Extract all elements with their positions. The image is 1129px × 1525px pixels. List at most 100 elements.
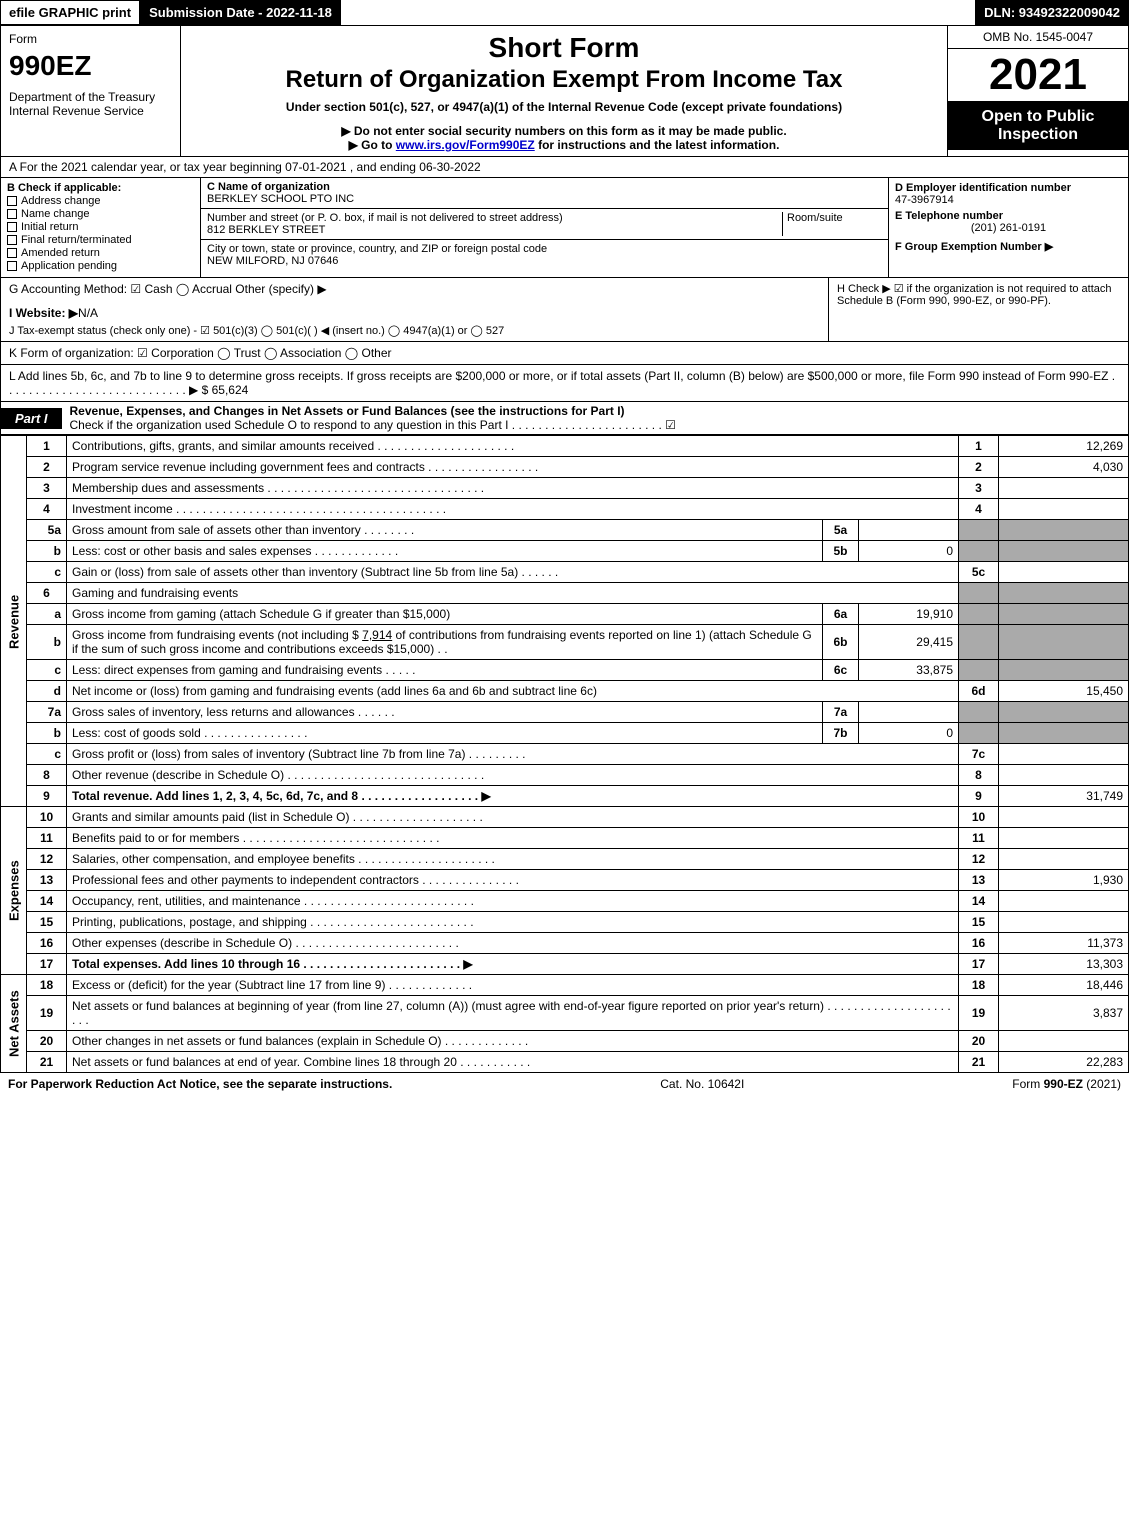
line-16: 16 Other expenses (describe in Schedule … [1, 933, 1129, 954]
telephone-value: (201) 261-0191 [895, 222, 1122, 234]
form-header: Form 990EZ Department of the Treasury In… [0, 26, 1129, 157]
section-g-h: G Accounting Method: ☑ Cash ◯ Accrual Ot… [0, 278, 1129, 342]
expenses-label: Expenses [1, 807, 27, 975]
line-4: 4 Investment income . . . . . . . . . . … [1, 499, 1129, 520]
top-bar: efile GRAPHIC print Submission Date - 20… [0, 0, 1129, 26]
dept-treasury: Department of the Treasury [9, 90, 172, 104]
line-6b: b Gross income from fundraising events (… [1, 625, 1129, 660]
line-14: 14 Occupancy, rent, utilities, and maint… [1, 891, 1129, 912]
chk-final-return[interactable]: Final return/terminated [7, 234, 194, 246]
line-8: 8 Other revenue (describe in Schedule O)… [1, 765, 1129, 786]
page-footer: For Paperwork Reduction Act Notice, see … [0, 1073, 1129, 1095]
section-h: H Check ▶ ☑ if the organization is not r… [828, 278, 1128, 341]
d-label: D Employer identification number [895, 182, 1122, 194]
form-id-block: Form 990EZ Department of the Treasury In… [1, 26, 181, 156]
line-17: 17 Total expenses. Add lines 10 through … [1, 954, 1129, 975]
gross-receipts-val: 65,624 [212, 383, 249, 397]
line-6c: c Less: direct expenses from gaming and … [1, 660, 1129, 681]
form-title-block: Short Form Return of Organization Exempt… [181, 26, 948, 156]
city-cell: City or town, state or province, country… [201, 240, 888, 270]
revenue-label: Revenue [1, 436, 27, 807]
f-label: F Group Exemption Number ▶ [895, 240, 1122, 253]
section-b-checkboxes: B Check if applicable: Address change Na… [1, 178, 201, 277]
section-k: K Form of organization: ☑ Corporation ◯ … [0, 342, 1129, 365]
line-20: 20 Other changes in net assets or fund b… [1, 1031, 1129, 1052]
line-1: Revenue 1 Contributions, gifts, grants, … [1, 436, 1129, 457]
chk-address-change[interactable]: Address change [7, 195, 194, 207]
netassets-label: Net Assets [1, 975, 27, 1073]
line-6d: d Net income or (loss) from gaming and f… [1, 681, 1129, 702]
part1-header: Part I Revenue, Expenses, and Changes in… [0, 402, 1129, 435]
section-def-block: D Employer identification number 47-3967… [888, 178, 1128, 277]
line-5c: c Gain or (loss) from sale of assets oth… [1, 562, 1129, 583]
section-b-block: B Check if applicable: Address change Na… [0, 178, 1129, 278]
c-label: C Name of organization [207, 181, 882, 193]
chk-amended-return[interactable]: Amended return [7, 247, 194, 259]
line-15: 15 Printing, publications, postage, and … [1, 912, 1129, 933]
form-meta-block: OMB No. 1545-0047 2021 Open to Public In… [948, 26, 1128, 156]
street-label: Number and street (or P. O. box, if mail… [207, 212, 782, 224]
line-2: 2 Program service revenue including gove… [1, 457, 1129, 478]
line-3: 3 Membership dues and assessments . . . … [1, 478, 1129, 499]
form-number: 990EZ [9, 50, 172, 82]
line-9: 9 Total revenue. Add lines 1, 2, 3, 4, 5… [1, 786, 1129, 807]
line-5b: b Less: cost or other basis and sales ex… [1, 541, 1129, 562]
org-name: BERKLEY SCHOOL PTO INC [207, 193, 882, 205]
dept-irs: Internal Revenue Service [9, 104, 172, 118]
form-ref: Form 990-EZ (2021) [1012, 1077, 1121, 1091]
street-cell: Number and street (or P. O. box, if mail… [201, 209, 888, 240]
ein-value: 47-3967914 [895, 194, 1122, 206]
line-13: 13 Professional fees and other payments … [1, 870, 1129, 891]
part1-tag: Part I [1, 408, 62, 429]
short-form-title: Short Form [189, 32, 939, 64]
instruction-1: ▶ Do not enter social security numbers o… [189, 124, 939, 138]
form-word: Form [9, 32, 172, 46]
e-label: E Telephone number [895, 210, 1122, 222]
line-6: 6 Gaming and fundraising events [1, 583, 1129, 604]
city-label: City or town, state or province, country… [207, 243, 882, 255]
line-6b-contrib-val: 7,914 [362, 628, 392, 642]
form990ez-link[interactable]: www.irs.gov/Form990EZ [396, 138, 535, 152]
line-11: 11 Benefits paid to or for members . . .… [1, 828, 1129, 849]
tax-year: 2021 [948, 49, 1128, 102]
section-a-taxyear: A For the 2021 calendar year, or tax yea… [0, 157, 1129, 178]
chk-initial-return[interactable]: Initial return [7, 221, 194, 233]
omb-number: OMB No. 1545-0047 [948, 26, 1128, 49]
inst2-post: for instructions and the latest informat… [535, 138, 780, 152]
line-6a: a Gross income from gaming (attach Sched… [1, 604, 1129, 625]
cat-no: Cat. No. 10642I [660, 1077, 744, 1091]
line-7a: 7a Gross sales of inventory, less return… [1, 702, 1129, 723]
section-l-text: L Add lines 5b, 6c, and 7b to line 9 to … [9, 369, 1115, 397]
open-to-public: Open to Public Inspection [948, 102, 1128, 150]
website-val: N/A [78, 306, 98, 320]
section-c-name-address: C Name of organization BERKLEY SCHOOL PT… [201, 178, 888, 277]
line-7c: c Gross profit or (loss) from sales of i… [1, 744, 1129, 765]
tax-exempt-status: J Tax-exempt status (check only one) - ☑… [9, 324, 820, 337]
schedule-table: Revenue 1 Contributions, gifts, grants, … [0, 435, 1129, 1073]
org-name-cell: C Name of organization BERKLEY SCHOOL PT… [201, 178, 888, 209]
room-suite-label: Room/suite [782, 212, 882, 236]
section-b-label: B Check if applicable: [7, 182, 194, 194]
accounting-method: G Accounting Method: ☑ Cash ◯ Accrual Ot… [9, 282, 820, 296]
line-12: 12 Salaries, other compensation, and emp… [1, 849, 1129, 870]
under-section-text: Under section 501(c), 527, or 4947(a)(1)… [189, 100, 939, 114]
inst2-pre: ▶ Go to [349, 138, 396, 152]
paperwork-notice: For Paperwork Reduction Act Notice, see … [8, 1077, 392, 1091]
efile-print-label: efile GRAPHIC print [0, 0, 140, 25]
city-val: NEW MILFORD, NJ 07646 [207, 255, 882, 267]
line-10: Expenses 10 Grants and similar amounts p… [1, 807, 1129, 828]
section-l: L Add lines 5b, 6c, and 7b to line 9 to … [0, 365, 1129, 402]
return-title: Return of Organization Exempt From Incom… [189, 66, 939, 94]
line-21: 21 Net assets or fund balances at end of… [1, 1052, 1129, 1073]
instruction-2: ▶ Go to www.irs.gov/Form990EZ for instru… [189, 138, 939, 152]
street-val: 812 BERKLEY STREET [207, 224, 782, 236]
part1-title: Revenue, Expenses, and Changes in Net As… [62, 402, 1128, 434]
submission-date: Submission Date - 2022-11-18 [140, 0, 341, 25]
dln-label: DLN: 93492322009042 [975, 0, 1129, 25]
chk-name-change[interactable]: Name change [7, 208, 194, 220]
line-7b: b Less: cost of goods sold . . . . . . .… [1, 723, 1129, 744]
line-5a: 5a Gross amount from sale of assets othe… [1, 520, 1129, 541]
chk-application-pending[interactable]: Application pending [7, 260, 194, 272]
line-18: Net Assets 18 Excess or (deficit) for th… [1, 975, 1129, 996]
part1-checkline: Check if the organization used Schedule … [70, 418, 676, 432]
